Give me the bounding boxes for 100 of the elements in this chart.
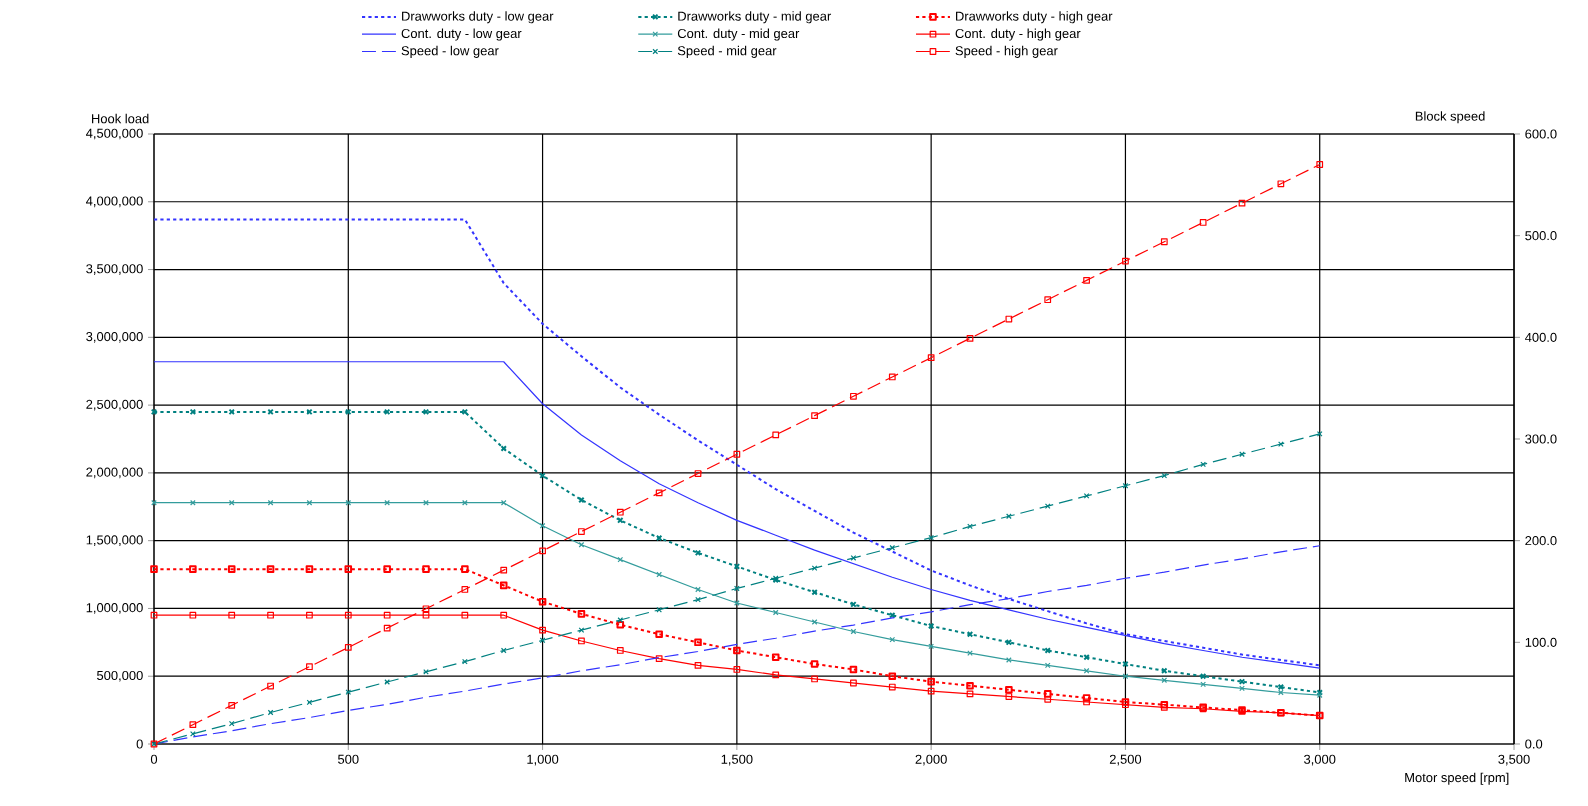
- point: [888, 373, 896, 381]
- point: [772, 609, 779, 616]
- point: [966, 690, 974, 698]
- point: [306, 699, 313, 706]
- point: [967, 650, 973, 657]
- point: [422, 565, 430, 573]
- point: [1161, 472, 1168, 479]
- point: [850, 679, 857, 687]
- point: [1160, 700, 1169, 709]
- point: [733, 666, 741, 673]
- point: [150, 408, 158, 416]
- point: [267, 682, 274, 690]
- point: [267, 611, 274, 619]
- point: [656, 571, 663, 578]
- point: [927, 622, 935, 630]
- point: [189, 408, 197, 416]
- point: [1044, 662, 1051, 669]
- point: [305, 565, 314, 573]
- point: [578, 637, 585, 645]
- point: [1006, 513, 1012, 520]
- point: [383, 624, 391, 632]
- point: [538, 597, 547, 606]
- point: [422, 611, 430, 619]
- point: [888, 683, 896, 691]
- point: [1005, 685, 1013, 694]
- point: [1083, 493, 1090, 499]
- point: [1199, 672, 1207, 680]
- point: [695, 596, 701, 603]
- point: [1083, 277, 1090, 284]
- point: [1200, 681, 1207, 688]
- point: [1122, 257, 1129, 265]
- point: [1239, 685, 1245, 692]
- point: [578, 541, 585, 548]
- point: [928, 534, 935, 541]
- point: [228, 611, 236, 619]
- point: [1238, 678, 1246, 685]
- point: [461, 586, 469, 593]
- point: [189, 565, 197, 573]
- point: [616, 508, 624, 516]
- point: [266, 565, 275, 573]
- point: [1122, 673, 1129, 680]
- point: [227, 565, 236, 573]
- point: [694, 470, 702, 477]
- point: [889, 636, 896, 643]
- point: [1122, 482, 1129, 489]
- point: [228, 701, 236, 709]
- point: [344, 611, 352, 619]
- point: [384, 499, 390, 506]
- point: [811, 675, 818, 683]
- point: [734, 585, 740, 592]
- point: [695, 586, 701, 593]
- point: [383, 565, 391, 573]
- point: [461, 611, 469, 619]
- point: [1082, 694, 1091, 702]
- point: [927, 354, 935, 362]
- point: [423, 499, 429, 506]
- point: [189, 721, 197, 729]
- point: [539, 522, 546, 529]
- point: [306, 499, 313, 506]
- point: [1005, 693, 1013, 700]
- point: [811, 412, 818, 419]
- point: [384, 679, 390, 685]
- point: [461, 565, 469, 573]
- point: [1238, 199, 1246, 207]
- point: [190, 499, 196, 506]
- point: [267, 499, 274, 506]
- point: [1200, 461, 1207, 468]
- point: [462, 499, 468, 506]
- point: [1278, 689, 1284, 696]
- point: [850, 555, 857, 561]
- point: [655, 489, 663, 497]
- point: [1005, 315, 1013, 323]
- point: [888, 672, 897, 681]
- point: [733, 450, 741, 458]
- point: [655, 534, 663, 542]
- point: [461, 408, 469, 416]
- point: [422, 605, 430, 613]
- point: [967, 523, 973, 530]
- point: [772, 671, 780, 679]
- point: [500, 566, 508, 574]
- point: [655, 655, 663, 662]
- point: [1316, 431, 1323, 437]
- point: [422, 408, 430, 416]
- point: [1083, 667, 1090, 674]
- point: [1199, 219, 1207, 226]
- point: [694, 549, 702, 557]
- point: [617, 617, 624, 623]
- point: [1043, 690, 1052, 698]
- point: [616, 620, 625, 629]
- point: [849, 665, 858, 674]
- point: [1121, 698, 1130, 706]
- point: [1044, 296, 1052, 304]
- point: [966, 681, 974, 690]
- point: [306, 611, 313, 619]
- point: [966, 334, 974, 342]
- point: [423, 668, 429, 675]
- point: [810, 660, 819, 668]
- point: [228, 408, 235, 416]
- point: [345, 408, 352, 416]
- point: [616, 647, 624, 654]
